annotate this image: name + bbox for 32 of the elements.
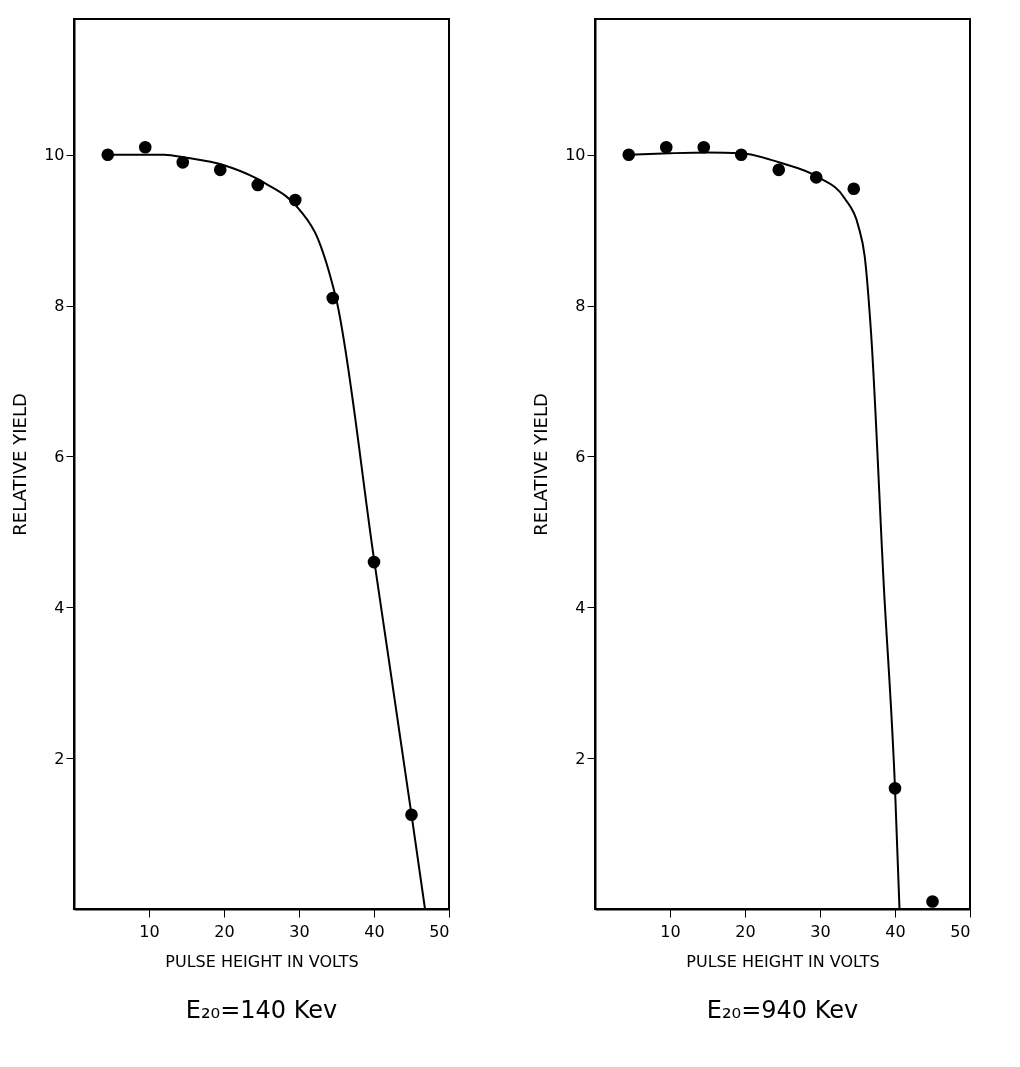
x-tick-label: 50 — [429, 921, 450, 941]
y-axis-title: RELATIVE YIELD — [530, 393, 552, 536]
y-tick-label: 10 — [44, 145, 65, 165]
x-tick-label: 10 — [660, 921, 681, 941]
y-axis-title: RELATIVE YIELD — [9, 393, 31, 536]
x-axis-title: PULSE HEIGHT IN VOLTS — [165, 951, 359, 971]
y-tick-label: 8 — [575, 296, 586, 316]
point — [697, 140, 711, 154]
y-tick-label: 6 — [54, 446, 65, 466]
text: E₂₀=140 Kev — [185, 996, 338, 1024]
y-tick-label: 4 — [54, 597, 65, 617]
y-tick-label: 10 — [565, 145, 586, 165]
x-tick-label: 20 — [214, 921, 235, 941]
y-tick-label: 6 — [575, 446, 586, 466]
x-tick-label: 40 — [885, 921, 906, 941]
text: E₂₀=940 Kev — [706, 996, 859, 1024]
point — [772, 163, 786, 177]
x-tick-label: 40 — [364, 921, 385, 941]
x-tick-label: 30 — [810, 921, 831, 941]
y-tick-label: 4 — [575, 597, 586, 617]
x-axis-title: PULSE HEIGHT IN VOLTS — [686, 951, 880, 971]
point — [138, 140, 152, 154]
x-tick-label: 20 — [735, 921, 756, 941]
point — [659, 140, 673, 154]
y-tick-label: 2 — [54, 748, 65, 768]
y-tick-label: 2 — [575, 748, 586, 768]
point — [847, 182, 861, 196]
x-tick-label: 30 — [289, 921, 310, 941]
y-tick-label: 8 — [54, 296, 65, 316]
x-tick-label: 50 — [950, 921, 971, 941]
point — [926, 895, 939, 908]
x-tick-label: 10 — [139, 921, 160, 941]
